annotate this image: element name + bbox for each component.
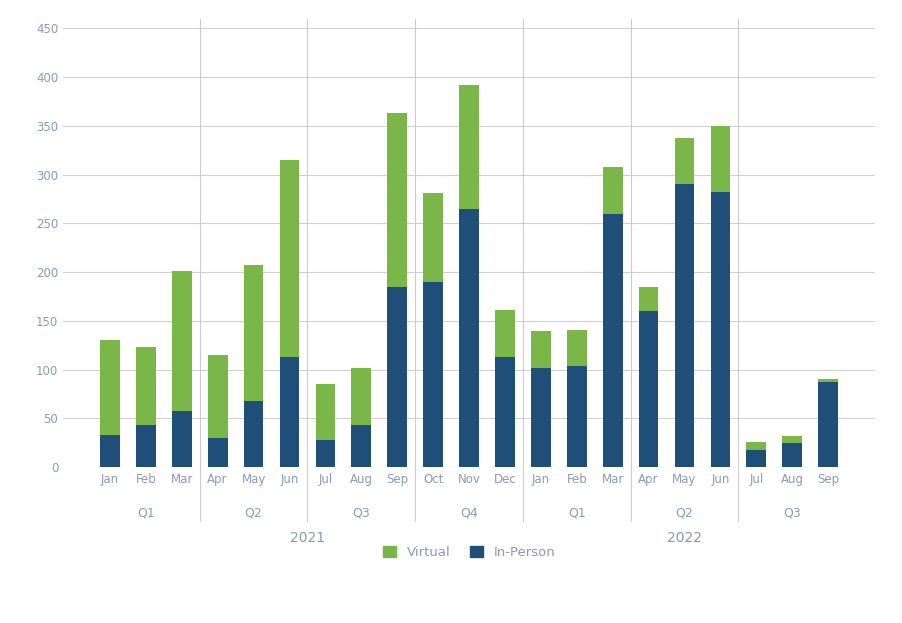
Bar [136,426,156,467]
Bar [100,435,120,467]
Bar [280,160,299,357]
Legend: Virtual, In-Person: Virtual, In-Person [382,546,556,559]
Bar [711,193,731,467]
Bar [244,265,263,401]
Bar [639,287,658,312]
Bar [675,184,695,467]
Bar [531,368,551,467]
Bar [782,436,802,443]
Bar [603,214,622,467]
Bar [495,310,515,357]
Bar [423,193,443,282]
Bar [352,368,372,426]
Bar [172,271,191,411]
Bar [782,443,802,467]
Text: Q3: Q3 [783,506,801,519]
Bar [352,426,372,467]
Bar [316,440,336,467]
Bar [172,411,191,467]
Bar [675,138,695,184]
Text: Q4: Q4 [460,506,478,519]
Bar [531,331,551,368]
Bar [818,383,838,467]
Bar [566,330,586,366]
Bar [316,384,336,440]
Bar [207,355,227,438]
Bar [818,379,838,383]
Bar [100,341,120,435]
Bar [207,438,227,467]
Text: Q2: Q2 [244,506,262,519]
Text: Q2: Q2 [676,506,694,519]
Bar [244,401,263,467]
Bar [747,450,766,467]
Bar [459,209,479,467]
Bar [459,85,479,209]
Bar [423,282,443,467]
Text: Q1: Q1 [568,506,585,519]
Bar [136,347,156,426]
Text: 2022: 2022 [667,531,702,545]
Text: 2021: 2021 [290,531,325,545]
Text: Q1: Q1 [137,506,155,519]
Bar [747,442,766,450]
Bar [711,126,731,193]
Bar [387,113,407,287]
Bar [280,357,299,467]
Bar [495,357,515,467]
Bar [603,167,622,214]
Text: Q3: Q3 [353,506,370,519]
Bar [639,312,658,467]
Bar [387,287,407,467]
Bar [566,366,586,467]
